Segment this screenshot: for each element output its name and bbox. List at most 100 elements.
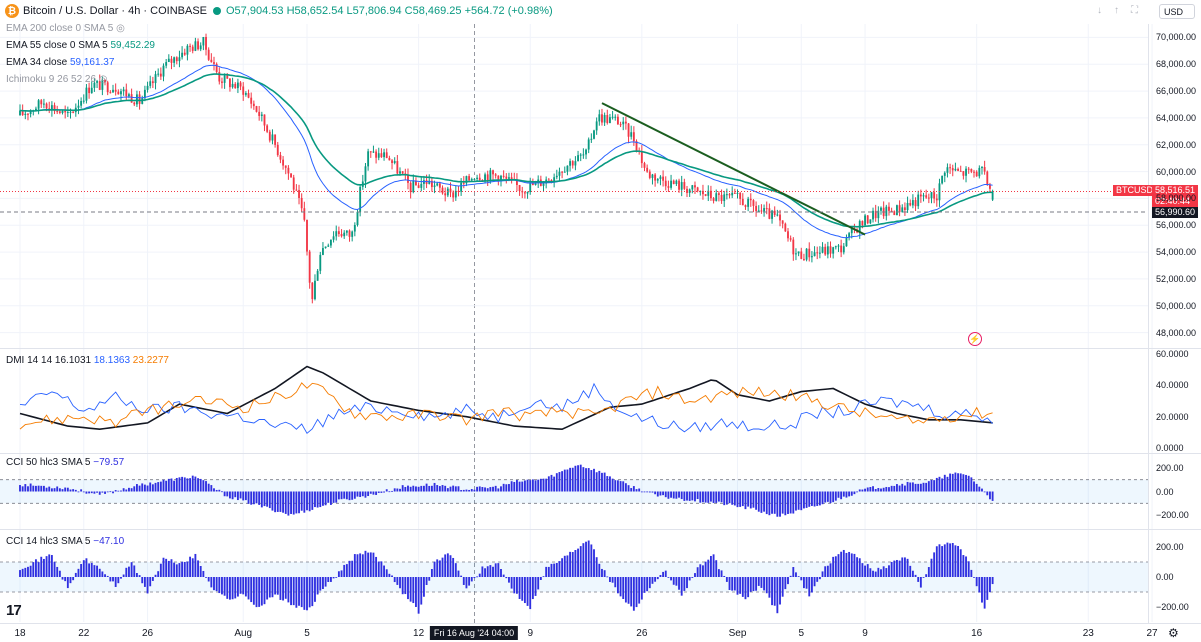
candle-body [983, 167, 986, 172]
cci14-bar [441, 557, 444, 577]
countdown-tag: 02:40:44 [1152, 196, 1198, 207]
cci50-bar [260, 491, 263, 508]
cci14-bar [189, 556, 192, 577]
eye-off-icon[interactable]: ◎ [98, 74, 108, 85]
candle-body [268, 131, 271, 141]
candle-body [792, 239, 795, 255]
cci14-bar [986, 577, 989, 600]
cci50-bar [364, 491, 367, 498]
cci14-bar [125, 567, 128, 577]
arrow-up-icon[interactable]: ↑ [1114, 5, 1119, 16]
price-axis-label: 48,000.00 [1156, 327, 1197, 338]
cci14-bar [954, 545, 957, 577]
cci50-bar [183, 477, 186, 492]
cci14-bar [446, 553, 449, 577]
cci14-bar [792, 567, 795, 577]
legend-ema200[interactable]: EMA 200 close 0 SMA 5 ◎ [6, 23, 125, 34]
cci14-bar [260, 577, 263, 606]
cci50-bar [457, 486, 460, 492]
cci50-bar [120, 490, 122, 492]
cci14-bar [800, 577, 803, 581]
cci50-bar [436, 485, 439, 492]
candle-body [717, 193, 720, 195]
cci50-bar [37, 485, 40, 492]
candle-body [624, 121, 627, 124]
cci50-bar [306, 491, 308, 511]
bitcoin-icon: ₿ [5, 4, 19, 18]
tradingview-logo-icon[interactable]: 17 [6, 602, 22, 619]
candle-body [813, 252, 816, 257]
candle-body [276, 144, 279, 156]
cci14-bar [24, 567, 27, 577]
cci14-bar [803, 577, 805, 589]
cci14-bar [784, 577, 787, 590]
cci14-legend[interactable]: CCI 14 hlc3 SMA 5 −47.10 [6, 536, 125, 547]
candle-body [723, 194, 726, 202]
candle-body [109, 92, 112, 94]
legend-ema34[interactable]: EMA 34 close 59,161.37 [6, 57, 115, 68]
legend-ichimoku[interactable]: Ichimoku 9 26 52 26 ◎ [6, 74, 108, 85]
cci14-bar [725, 577, 728, 582]
candle-body [236, 82, 239, 89]
cci50-bar [765, 491, 768, 515]
legend-ema55[interactable]: EMA 55 close 0 SMA 5 59,452.29 [6, 40, 155, 51]
fullscreen-icon[interactable]: ⛶ [1131, 5, 1138, 16]
candle-body [388, 157, 391, 161]
candle-body [284, 165, 287, 168]
cci14-bar [896, 559, 898, 577]
cci14-bar [550, 563, 553, 577]
cci14-bar [252, 577, 255, 605]
candle-body [749, 198, 752, 201]
candle-body [197, 41, 199, 50]
candle-body [271, 134, 274, 141]
candle-body [834, 246, 837, 248]
cci14-bar [194, 553, 197, 577]
candle-body [579, 154, 582, 156]
candle-body [173, 57, 176, 63]
candle-body [468, 176, 471, 181]
cci50-bar [800, 491, 803, 511]
symbol-title[interactable]: Bitcoin / U.S. Dollar · 4h · COINBASE [23, 5, 207, 17]
cci50-bar [258, 491, 261, 505]
cci14-bar [906, 558, 909, 577]
candle-body [120, 91, 122, 95]
time-axis-label: 5 [304, 628, 310, 639]
cci50-bar [329, 491, 332, 505]
candle-body [21, 110, 24, 116]
gear-icon[interactable]: ⚙ [1168, 626, 1179, 640]
cci14-bar [781, 577, 784, 597]
cci50-bar [218, 489, 221, 492]
candle-body [465, 176, 468, 184]
candle-body [308, 251, 311, 283]
cci14-bar [66, 577, 69, 589]
cci50-bar [93, 491, 96, 494]
cci50-bar [106, 491, 109, 493]
cci50-bar [268, 491, 271, 509]
cci50-bar [138, 485, 141, 492]
price-axis-label: 54,000.00 [1156, 247, 1197, 258]
cci14-bar [40, 556, 43, 577]
eye-off-icon[interactable]: ◎ [116, 23, 125, 34]
cci14-bar [630, 577, 633, 607]
candle-body [412, 180, 415, 193]
cci50-legend[interactable]: CCI 50 hlc3 SMA 5 −79.57 [6, 457, 125, 468]
cci50-bar [539, 478, 542, 492]
candle-body [981, 167, 983, 169]
candle-body [896, 205, 898, 216]
cci50-axis-label: 200.00 [1156, 462, 1184, 473]
cci50-bar [858, 489, 861, 492]
cci50-bar [818, 491, 821, 506]
cci50-bar [973, 481, 975, 492]
cci14-bar [290, 577, 292, 606]
cci14-bar [890, 561, 893, 577]
cci14-bar [77, 568, 80, 577]
cci14-bar [438, 560, 441, 577]
dmi-legend[interactable]: DMI 14 14 16.1031 18.1363 23.2277 [6, 355, 169, 366]
currency-selector[interactable]: USD [1159, 4, 1195, 19]
arrow-down-icon[interactable]: ↓ [1097, 5, 1102, 16]
cci50-bar [229, 491, 231, 499]
lightning-icon[interactable]: ⚡ [968, 332, 982, 346]
time-axis-label: 26 [636, 628, 648, 639]
cci50-bar [24, 484, 27, 492]
